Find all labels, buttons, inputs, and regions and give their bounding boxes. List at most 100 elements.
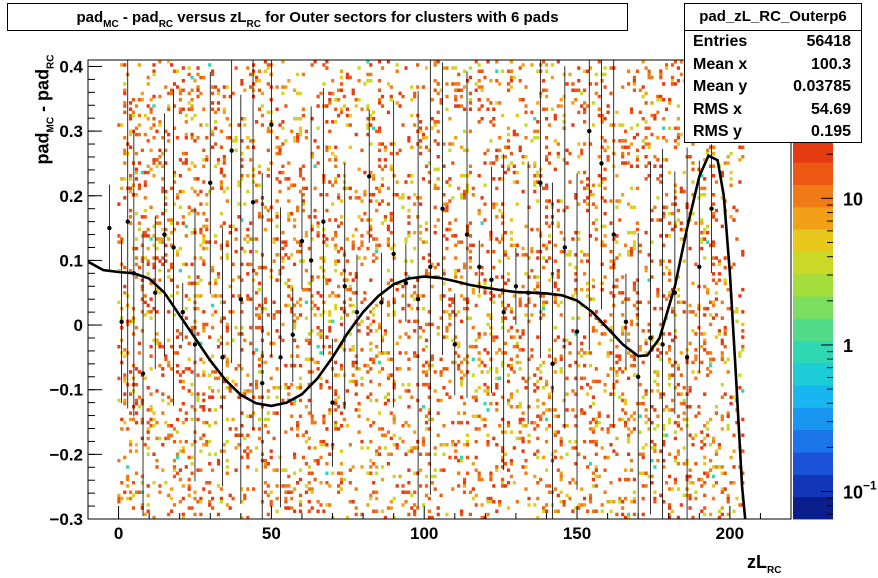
histogram-cell — [129, 417, 133, 422]
histogram-cell — [474, 503, 478, 507]
histogram-cell — [222, 300, 226, 305]
histogram-cell — [615, 360, 619, 365]
histogram-cell — [348, 287, 352, 292]
histogram-cell — [536, 481, 540, 485]
histogram-cell — [670, 202, 675, 206]
histogram-cell — [419, 126, 423, 130]
histogram-cell — [281, 259, 285, 263]
histogram-cell — [697, 405, 701, 409]
histogram-cell — [644, 230, 648, 235]
histogram-cell — [421, 329, 426, 333]
histogram-cell — [348, 145, 352, 149]
histogram-cell — [676, 462, 680, 466]
histogram-cell — [489, 297, 493, 301]
histogram-cell — [240, 455, 244, 460]
histogram-cell — [659, 94, 663, 99]
histogram-cell — [668, 417, 672, 422]
histogram-cell — [577, 363, 581, 368]
histogram-cell — [342, 94, 346, 99]
histogram-cell — [430, 126, 434, 130]
histogram-cell — [427, 408, 431, 412]
histogram-cell — [202, 487, 206, 491]
histogram-cell — [199, 123, 203, 127]
histogram-cell — [574, 481, 578, 485]
histogram-cell — [711, 211, 716, 216]
histogram-cell — [524, 424, 528, 428]
histogram-cell — [462, 193, 467, 197]
histogram-cell — [149, 392, 153, 396]
histogram-cell — [155, 458, 159, 463]
histogram-cell — [606, 354, 610, 358]
histogram-cell — [714, 256, 718, 260]
histogram-cell — [521, 189, 525, 194]
histogram-cell — [603, 455, 607, 460]
histogram-cell — [123, 401, 127, 406]
histogram-cell — [424, 126, 429, 130]
histogram-cell — [574, 278, 578, 282]
histogram-cell — [401, 123, 405, 127]
histogram-cell — [451, 443, 455, 447]
histogram-cell — [345, 278, 349, 282]
histogram-cell — [421, 382, 426, 387]
histogram-cell — [246, 294, 250, 298]
histogram-cell — [219, 341, 223, 346]
histogram-cell — [676, 420, 680, 425]
histogram-cell — [688, 433, 692, 437]
histogram-cell — [486, 249, 490, 254]
histogram-cell — [659, 174, 663, 178]
histogram-cell — [322, 275, 326, 279]
histogram-cell — [711, 436, 716, 441]
histogram-cell — [334, 155, 338, 159]
histogram-cell — [410, 493, 414, 498]
histogram-cell — [676, 424, 680, 428]
histogram-cell — [316, 367, 320, 371]
histogram-cell — [460, 174, 464, 178]
histogram-cell — [386, 243, 390, 248]
histogram-cell — [603, 148, 607, 153]
histogram-cell — [489, 367, 493, 371]
profile-point — [354, 309, 360, 315]
histogram-cell — [691, 515, 695, 520]
histogram-cell — [583, 439, 587, 444]
histogram-cell — [140, 256, 144, 260]
histogram-cell — [577, 506, 581, 510]
histogram-cell — [726, 512, 730, 517]
histogram-cell — [738, 294, 742, 298]
histogram-cell — [424, 420, 429, 425]
histogram-cell — [468, 107, 472, 111]
histogram-cell — [460, 512, 464, 517]
histogram-cell — [670, 287, 675, 292]
histogram-cell — [158, 344, 162, 349]
histogram-cell — [457, 240, 461, 244]
histogram-cell — [249, 325, 253, 330]
histogram-cell — [586, 196, 590, 200]
histogram-cell — [316, 344, 320, 349]
histogram-cell — [152, 161, 156, 165]
histogram-cell — [656, 370, 660, 374]
histogram-cell — [237, 363, 241, 368]
histogram-cell — [249, 382, 253, 387]
histogram-cell — [445, 335, 449, 339]
histogram-cell — [129, 215, 133, 219]
histogram-cell — [222, 110, 226, 115]
histogram-cell — [536, 405, 540, 409]
histogram-cell — [556, 221, 560, 225]
histogram-cell — [158, 60, 162, 64]
histogram-cell — [249, 262, 253, 267]
histogram-cell — [506, 139, 511, 143]
histogram-cell — [181, 496, 185, 501]
histogram-cell — [161, 136, 165, 140]
histogram-cell — [155, 129, 159, 134]
histogram-cell — [668, 512, 672, 517]
histogram-cell — [134, 449, 139, 453]
histogram-cell — [214, 420, 218, 425]
histogram-cell — [427, 367, 431, 371]
histogram-cell — [190, 117, 194, 121]
histogram-cell — [266, 313, 270, 317]
histogram-cell — [193, 189, 197, 194]
histogram-cell — [527, 376, 531, 381]
histogram-cell — [732, 481, 736, 485]
histogram-cell — [152, 104, 156, 108]
histogram-cell — [331, 120, 335, 124]
histogram-cell — [547, 161, 552, 165]
